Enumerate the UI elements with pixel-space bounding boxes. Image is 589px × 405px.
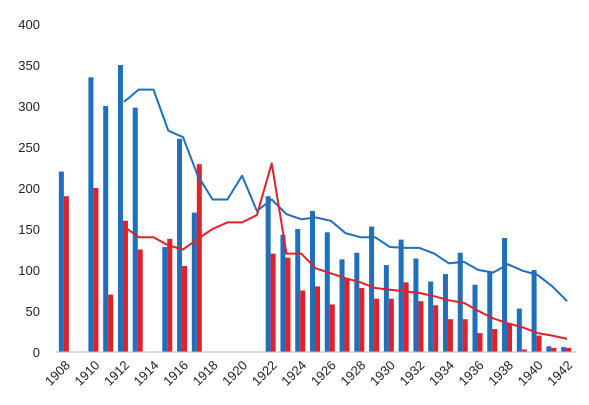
bar-blue: [339, 259, 345, 352]
y-tick-label: 0: [33, 345, 40, 360]
x-tick-label: 1934: [426, 358, 457, 389]
bar-red: [566, 347, 572, 352]
bar-blue: [546, 346, 552, 352]
x-tick-label: 1940: [515, 358, 546, 389]
bar-red: [462, 319, 468, 352]
bar-red: [285, 257, 291, 352]
bar-blue: [531, 270, 537, 352]
bar-red: [551, 347, 557, 352]
x-tick-label: 1932: [396, 358, 427, 389]
bar-blue: [310, 210, 315, 352]
x-tick-label: 1918: [190, 358, 221, 389]
y-tick-label: 300: [18, 99, 40, 114]
trend-lines: [123, 88, 568, 340]
bar-blue: [324, 232, 330, 352]
bar-red: [93, 188, 99, 352]
y-tick-label: 150: [18, 222, 40, 237]
x-tick-label: 1920: [219, 358, 250, 389]
bar-blue: [428, 281, 434, 352]
bar-red: [388, 298, 394, 352]
bar-red: [270, 253, 276, 352]
bar-blue: [442, 274, 448, 352]
bars: [58, 65, 572, 353]
y-axis-ticks: 0 50 100 150 200 250 300 350 400: [18, 17, 40, 360]
bar-blue: [383, 265, 389, 352]
bar-blue: [561, 347, 567, 352]
bar-red: [108, 294, 114, 352]
x-tick-label: 1912: [101, 358, 132, 389]
bar-blue: [117, 65, 123, 352]
bar-red: [329, 304, 335, 352]
bar-red: [374, 298, 380, 352]
bar-blue: [413, 258, 419, 352]
bar-red: [447, 319, 453, 352]
trend-line-red: [123, 162, 568, 340]
x-tick-label: 1916: [160, 358, 191, 389]
bar-red: [137, 249, 143, 352]
x-tick-label: 1938: [485, 358, 516, 389]
y-tick-label: 100: [18, 263, 40, 278]
bar-red: [403, 282, 409, 352]
bar-red: [63, 196, 69, 352]
x-tick-label: 1922: [249, 358, 280, 389]
bar-red: [418, 301, 424, 352]
trend-line-blue: [123, 88, 568, 302]
x-tick-label: 1908: [42, 358, 73, 389]
bar-red: [182, 265, 188, 352]
x-tick-label: 1942: [544, 358, 575, 389]
bar-red: [196, 164, 202, 352]
bar-red: [477, 333, 483, 352]
bar-blue: [88, 77, 94, 353]
y-tick-label: 250: [18, 140, 40, 155]
bar-blue: [487, 271, 493, 352]
bar-red: [536, 335, 542, 352]
bar-red: [315, 286, 320, 352]
x-tick-label: 1926: [308, 358, 339, 389]
y-tick-label: 200: [18, 181, 40, 196]
x-tick-label: 1928: [337, 358, 368, 389]
bar-blue: [398, 239, 404, 352]
bar-blue: [162, 247, 168, 352]
y-tick-label: 350: [18, 58, 40, 73]
bar-red: [359, 288, 365, 352]
bar-red: [167, 238, 173, 352]
bar-red: [344, 278, 350, 352]
bar-red: [433, 305, 439, 352]
x-tick-label: 1930: [367, 358, 398, 389]
bar-blue: [516, 308, 522, 352]
bar-blue: [177, 138, 183, 352]
bar-blue: [502, 238, 508, 352]
bar-blue: [472, 284, 478, 352]
bar-blue: [191, 212, 197, 352]
x-axis-ticks: 1908191019121914191619181920192219241926…: [42, 358, 575, 389]
bar-red: [507, 323, 513, 352]
y-tick-label: 400: [18, 17, 40, 32]
bar-blue: [265, 196, 271, 352]
y-tick-label: 50: [26, 304, 40, 319]
bar-blue: [103, 106, 109, 352]
x-tick-label: 1910: [71, 358, 102, 389]
bar-red: [492, 329, 498, 352]
x-tick-label: 1936: [456, 358, 487, 389]
bar-blue: [132, 107, 138, 352]
bar-red: [122, 220, 128, 352]
x-tick-label: 1914: [131, 358, 162, 389]
bar-blue: [354, 252, 360, 352]
bar-blue: [280, 234, 286, 352]
bar-blue: [295, 229, 301, 352]
bar-red: [300, 290, 306, 352]
x-tick-label: 1924: [278, 358, 309, 389]
bar-blue: [369, 226, 375, 352]
bar-red: [521, 349, 527, 352]
bar-blue: [58, 171, 64, 352]
